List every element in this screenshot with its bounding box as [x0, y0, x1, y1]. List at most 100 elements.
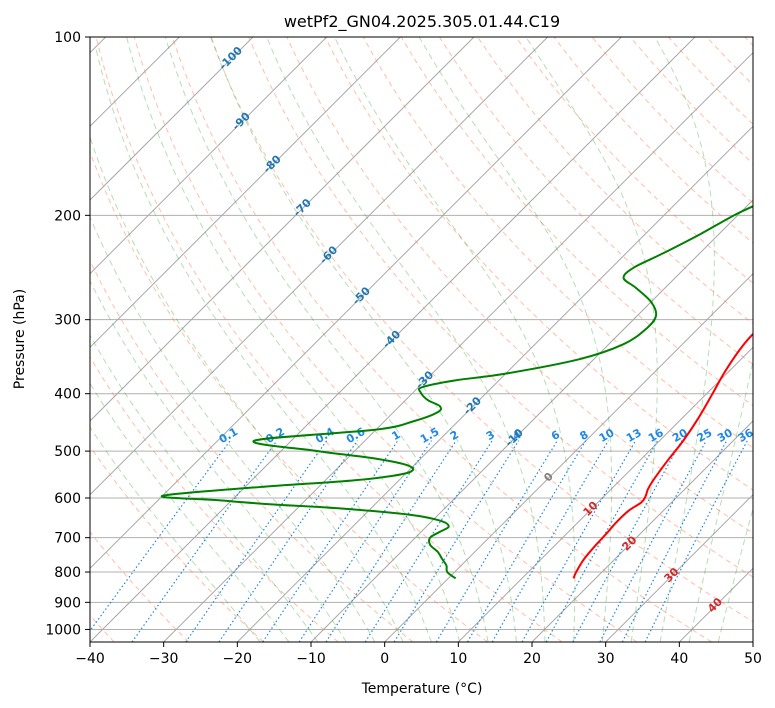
isotherm-line — [163, 51, 753, 642]
mixing-ratio-label: 3 — [484, 428, 497, 443]
mixing-ratio-label: 8 — [577, 428, 590, 443]
mixing-ratio-label: 16 — [646, 426, 666, 445]
isotherm-line — [605, 493, 753, 642]
isotherm-line — [384, 272, 753, 642]
isotherm-line — [236, 125, 753, 642]
isotherm-line — [90, 37, 549, 496]
mixing-ratio-line — [298, 440, 432, 642]
isotherm-line — [90, 37, 254, 201]
mixing-ratio-label: 0.1 — [217, 425, 240, 446]
dry-adiabat — [668, 37, 753, 125]
dry-adiabat — [744, 37, 753, 47]
mixing-ratio-label: 25 — [695, 426, 715, 445]
isotherm-label: 10 — [581, 499, 601, 519]
isotherm-line — [752, 641, 753, 642]
moist-adiabat — [90, 215, 376, 642]
mixing-ratio-line — [131, 440, 278, 642]
x-tick-label: 0 — [380, 651, 389, 667]
moist-adiabat — [90, 334, 319, 642]
dry-adiabat — [248, 37, 753, 578]
isotherm-line — [310, 199, 753, 642]
x-tick-label: −10 — [296, 651, 326, 667]
temperature-profile — [572, 332, 753, 579]
x-tick-label: −30 — [149, 651, 179, 667]
y-tick-label: 800 — [54, 565, 81, 581]
mixing-ratio-line — [572, 440, 683, 642]
mixing-ratio-line — [185, 440, 328, 642]
mixing-ratio-label: 36 — [736, 426, 756, 445]
x-tick-label: −40 — [75, 651, 105, 667]
dry-adiabat — [439, 37, 753, 366]
axis-ticks: −40 −30 −20 −10 0 10 20 30 40 5010020030040050060… — [45, 30, 762, 667]
isotherm-label: -60 — [317, 243, 340, 266]
plot-inner: 0.1 0.2 0.4 0.6 1 1.5 2 3 4 6 8 10 13 16 20 25 30 36-100-… — [90, 37, 756, 642]
mixing-ratio-label: 1.5 — [418, 425, 441, 446]
dry-adiabat — [706, 37, 753, 86]
mixing-ratio-line — [90, 440, 231, 632]
isotherm-line — [457, 346, 753, 642]
isotherm-label: 20 — [619, 533, 639, 553]
mixing-ratio-label: 10 — [597, 426, 617, 445]
moist-adiabat — [688, 358, 753, 642]
isotherm-label: -10 — [503, 426, 526, 449]
isotherm-label: -20 — [461, 394, 484, 417]
y-tick-label: 700 — [54, 531, 81, 547]
isotherm-line — [531, 420, 753, 642]
dry-adiabat — [286, 37, 753, 534]
dry-adiabat — [400, 37, 753, 407]
isotherm-label: 30 — [662, 565, 682, 585]
moist-adiabat — [90, 279, 347, 642]
dry-adiabat — [95, 37, 563, 642]
mixing-ratio-label: 0.6 — [344, 425, 368, 446]
moist-adiabat — [164, 37, 489, 642]
moist-adiabat — [418, 37, 613, 642]
y-tick-label: 400 — [54, 387, 81, 403]
y-tick-label: 500 — [54, 444, 81, 460]
plot-area: 0.1 0.2 0.4 0.6 1 1.5 2 3 4 6 8 10 13 16 20 25 30 36-100-… — [89, 36, 756, 643]
moist-adiabat — [525, 37, 658, 642]
mixing-ratio-label: 6 — [549, 428, 562, 443]
mixing-ratio-line — [491, 440, 609, 642]
y-tick-label: 900 — [54, 595, 81, 611]
y-tick-label: 100 — [54, 30, 81, 46]
moist-adiabat — [90, 382, 290, 642]
y-axis-title: Pressure (hPa) — [12, 289, 28, 389]
isotherm-line — [90, 37, 401, 349]
isotherm-label: -50 — [350, 284, 373, 307]
isotherm-line — [90, 37, 475, 422]
isotherm-label: -100 — [216, 44, 245, 73]
moist-adiabat — [654, 37, 715, 642]
y-tick-label: 1000 — [45, 622, 81, 638]
mixing-ratio-label: 0.4 — [313, 425, 337, 446]
isotherm-label: -80 — [261, 152, 284, 175]
isotherm-line — [678, 567, 753, 642]
dry-adiabat — [133, 37, 638, 642]
x-tick-label: 10 — [449, 651, 467, 667]
isotherm-label: 40 — [705, 595, 725, 615]
mixing-ratio-line — [435, 440, 558, 642]
mixing-ratio-label: 13 — [624, 426, 644, 445]
mixing-ratio-line — [364, 440, 493, 642]
plot-frame — [89, 36, 754, 643]
x-tick-label: 50 — [744, 651, 762, 667]
dry-adiabat — [90, 445, 264, 642]
mixing-ratio-line — [218, 440, 358, 642]
x-tick-label: 20 — [523, 651, 541, 667]
dry-adiabat — [515, 37, 753, 284]
dry-adiabat — [171, 37, 712, 642]
mixing-ratio-line — [393, 440, 520, 642]
dewpoint-profile — [160, 205, 753, 580]
x-tick-label: 30 — [597, 651, 615, 667]
dry-adiabat — [90, 356, 339, 642]
chart-title: wetPf2_GN04.2025.305.01.44.C19 — [284, 12, 560, 32]
x-tick-label: −20 — [223, 651, 253, 667]
y-tick-label: 600 — [54, 491, 81, 507]
dry-adiabat — [90, 259, 414, 642]
moist-adiabat — [717, 506, 753, 642]
mixing-ratio-line — [325, 440, 457, 642]
isotherm-line — [90, 37, 622, 570]
dry-adiabat — [90, 150, 488, 642]
moist-adiabat — [90, 426, 261, 642]
moist-adiabat — [126, 37, 461, 642]
